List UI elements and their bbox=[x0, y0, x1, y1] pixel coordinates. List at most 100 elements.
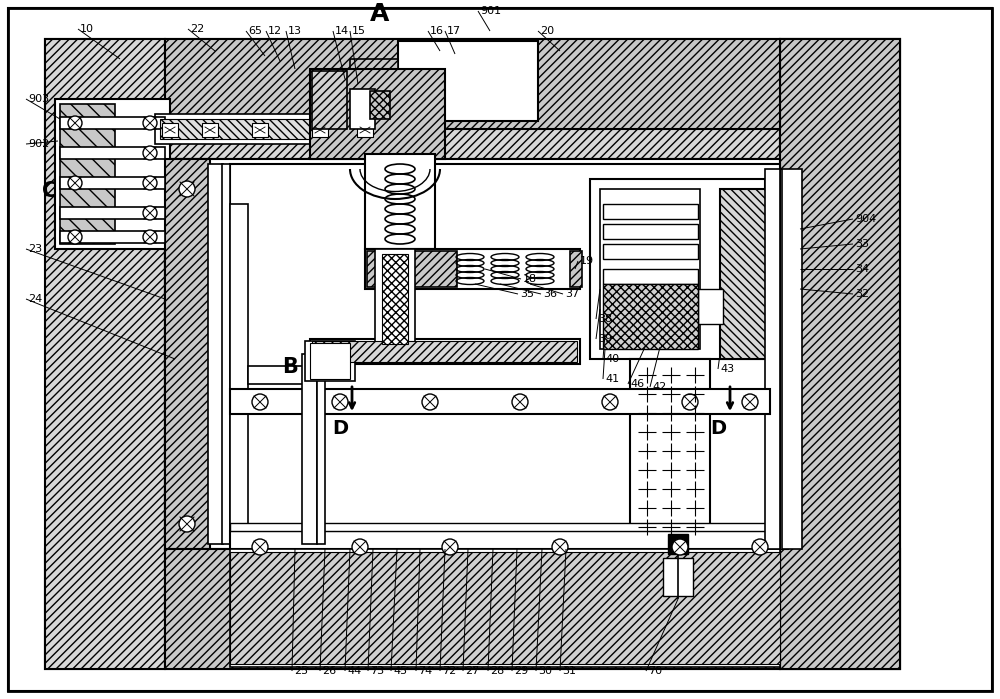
Bar bbox=[202, 123, 218, 137]
Bar bbox=[248, 366, 303, 384]
Text: 70: 70 bbox=[648, 666, 662, 676]
Text: 33: 33 bbox=[855, 239, 869, 249]
Circle shape bbox=[682, 394, 698, 410]
Bar bbox=[55, 99, 170, 249]
Bar bbox=[165, 159, 780, 549]
Circle shape bbox=[512, 394, 528, 410]
Bar bbox=[660, 554, 696, 599]
Bar bbox=[60, 117, 165, 129]
Text: 31: 31 bbox=[562, 666, 576, 676]
Bar bbox=[382, 254, 408, 344]
Bar bbox=[310, 69, 445, 159]
Bar bbox=[780, 169, 788, 549]
Bar bbox=[165, 159, 210, 549]
Bar bbox=[45, 39, 900, 159]
Bar bbox=[603, 284, 698, 349]
Text: A: A bbox=[370, 2, 390, 26]
Bar bbox=[398, 41, 538, 121]
Bar bbox=[782, 169, 802, 549]
Text: 24: 24 bbox=[28, 294, 42, 304]
Text: 46: 46 bbox=[630, 379, 644, 389]
Text: 26: 26 bbox=[322, 666, 336, 676]
Bar bbox=[780, 39, 900, 669]
Bar bbox=[230, 531, 780, 549]
Bar bbox=[230, 523, 780, 531]
Text: 23: 23 bbox=[28, 244, 42, 254]
Text: 39: 39 bbox=[598, 334, 612, 344]
Bar bbox=[630, 359, 710, 544]
Bar bbox=[252, 123, 268, 137]
Circle shape bbox=[552, 539, 568, 555]
Text: 35: 35 bbox=[520, 289, 534, 299]
Bar bbox=[165, 549, 780, 669]
Text: 25: 25 bbox=[294, 666, 308, 676]
Bar bbox=[698, 289, 723, 324]
Bar bbox=[663, 558, 693, 596]
Bar bbox=[780, 39, 900, 669]
Text: C: C bbox=[42, 181, 58, 201]
Circle shape bbox=[252, 539, 268, 555]
Circle shape bbox=[143, 146, 157, 160]
Bar bbox=[365, 249, 580, 289]
Text: 16: 16 bbox=[430, 26, 444, 36]
Circle shape bbox=[68, 230, 82, 244]
Text: 40: 40 bbox=[605, 354, 619, 364]
Text: 37: 37 bbox=[565, 289, 579, 299]
Circle shape bbox=[68, 176, 82, 190]
Bar bbox=[350, 89, 375, 129]
Text: 904: 904 bbox=[855, 214, 876, 224]
Bar bbox=[765, 169, 780, 549]
Text: 32: 32 bbox=[855, 289, 869, 299]
Text: 14: 14 bbox=[335, 26, 349, 36]
Bar bbox=[230, 164, 780, 544]
Text: 28: 28 bbox=[490, 666, 504, 676]
Bar bbox=[60, 231, 165, 243]
Bar bbox=[720, 189, 780, 359]
Circle shape bbox=[143, 230, 157, 244]
Text: 41: 41 bbox=[605, 374, 619, 384]
Text: 903: 903 bbox=[28, 94, 49, 104]
Circle shape bbox=[143, 206, 157, 220]
Text: 22: 22 bbox=[190, 24, 204, 34]
Bar bbox=[248, 526, 303, 544]
Bar bbox=[603, 244, 698, 259]
Circle shape bbox=[352, 539, 368, 555]
Bar bbox=[162, 123, 178, 137]
Text: 10: 10 bbox=[80, 24, 94, 34]
Text: 30: 30 bbox=[538, 666, 552, 676]
Text: 13: 13 bbox=[288, 26, 302, 36]
Circle shape bbox=[742, 394, 758, 410]
Text: 20: 20 bbox=[540, 26, 554, 36]
Bar bbox=[165, 39, 780, 129]
Text: 42: 42 bbox=[652, 382, 666, 392]
Bar bbox=[312, 123, 328, 137]
Circle shape bbox=[752, 539, 768, 555]
Bar bbox=[603, 224, 698, 239]
Circle shape bbox=[143, 116, 157, 130]
Bar bbox=[310, 339, 580, 364]
Bar bbox=[60, 177, 165, 189]
Bar bbox=[208, 164, 223, 544]
Bar bbox=[367, 251, 457, 287]
Bar bbox=[60, 104, 115, 244]
Text: 12: 12 bbox=[268, 26, 282, 36]
Bar bbox=[230, 552, 780, 664]
Bar bbox=[350, 59, 398, 119]
Bar bbox=[600, 189, 700, 349]
Text: 15: 15 bbox=[352, 26, 366, 36]
Bar bbox=[365, 154, 435, 249]
Bar bbox=[357, 123, 373, 137]
Circle shape bbox=[602, 394, 618, 410]
Bar bbox=[312, 71, 347, 129]
Text: 27: 27 bbox=[465, 666, 479, 676]
Bar bbox=[312, 341, 577, 362]
Bar bbox=[375, 249, 415, 349]
Text: 74: 74 bbox=[418, 666, 432, 676]
Circle shape bbox=[672, 539, 688, 555]
Text: D: D bbox=[710, 419, 726, 438]
Bar bbox=[60, 147, 165, 159]
Text: 38: 38 bbox=[598, 314, 612, 324]
Text: 18: 18 bbox=[523, 274, 537, 284]
Circle shape bbox=[68, 116, 82, 130]
Bar bbox=[668, 534, 688, 554]
